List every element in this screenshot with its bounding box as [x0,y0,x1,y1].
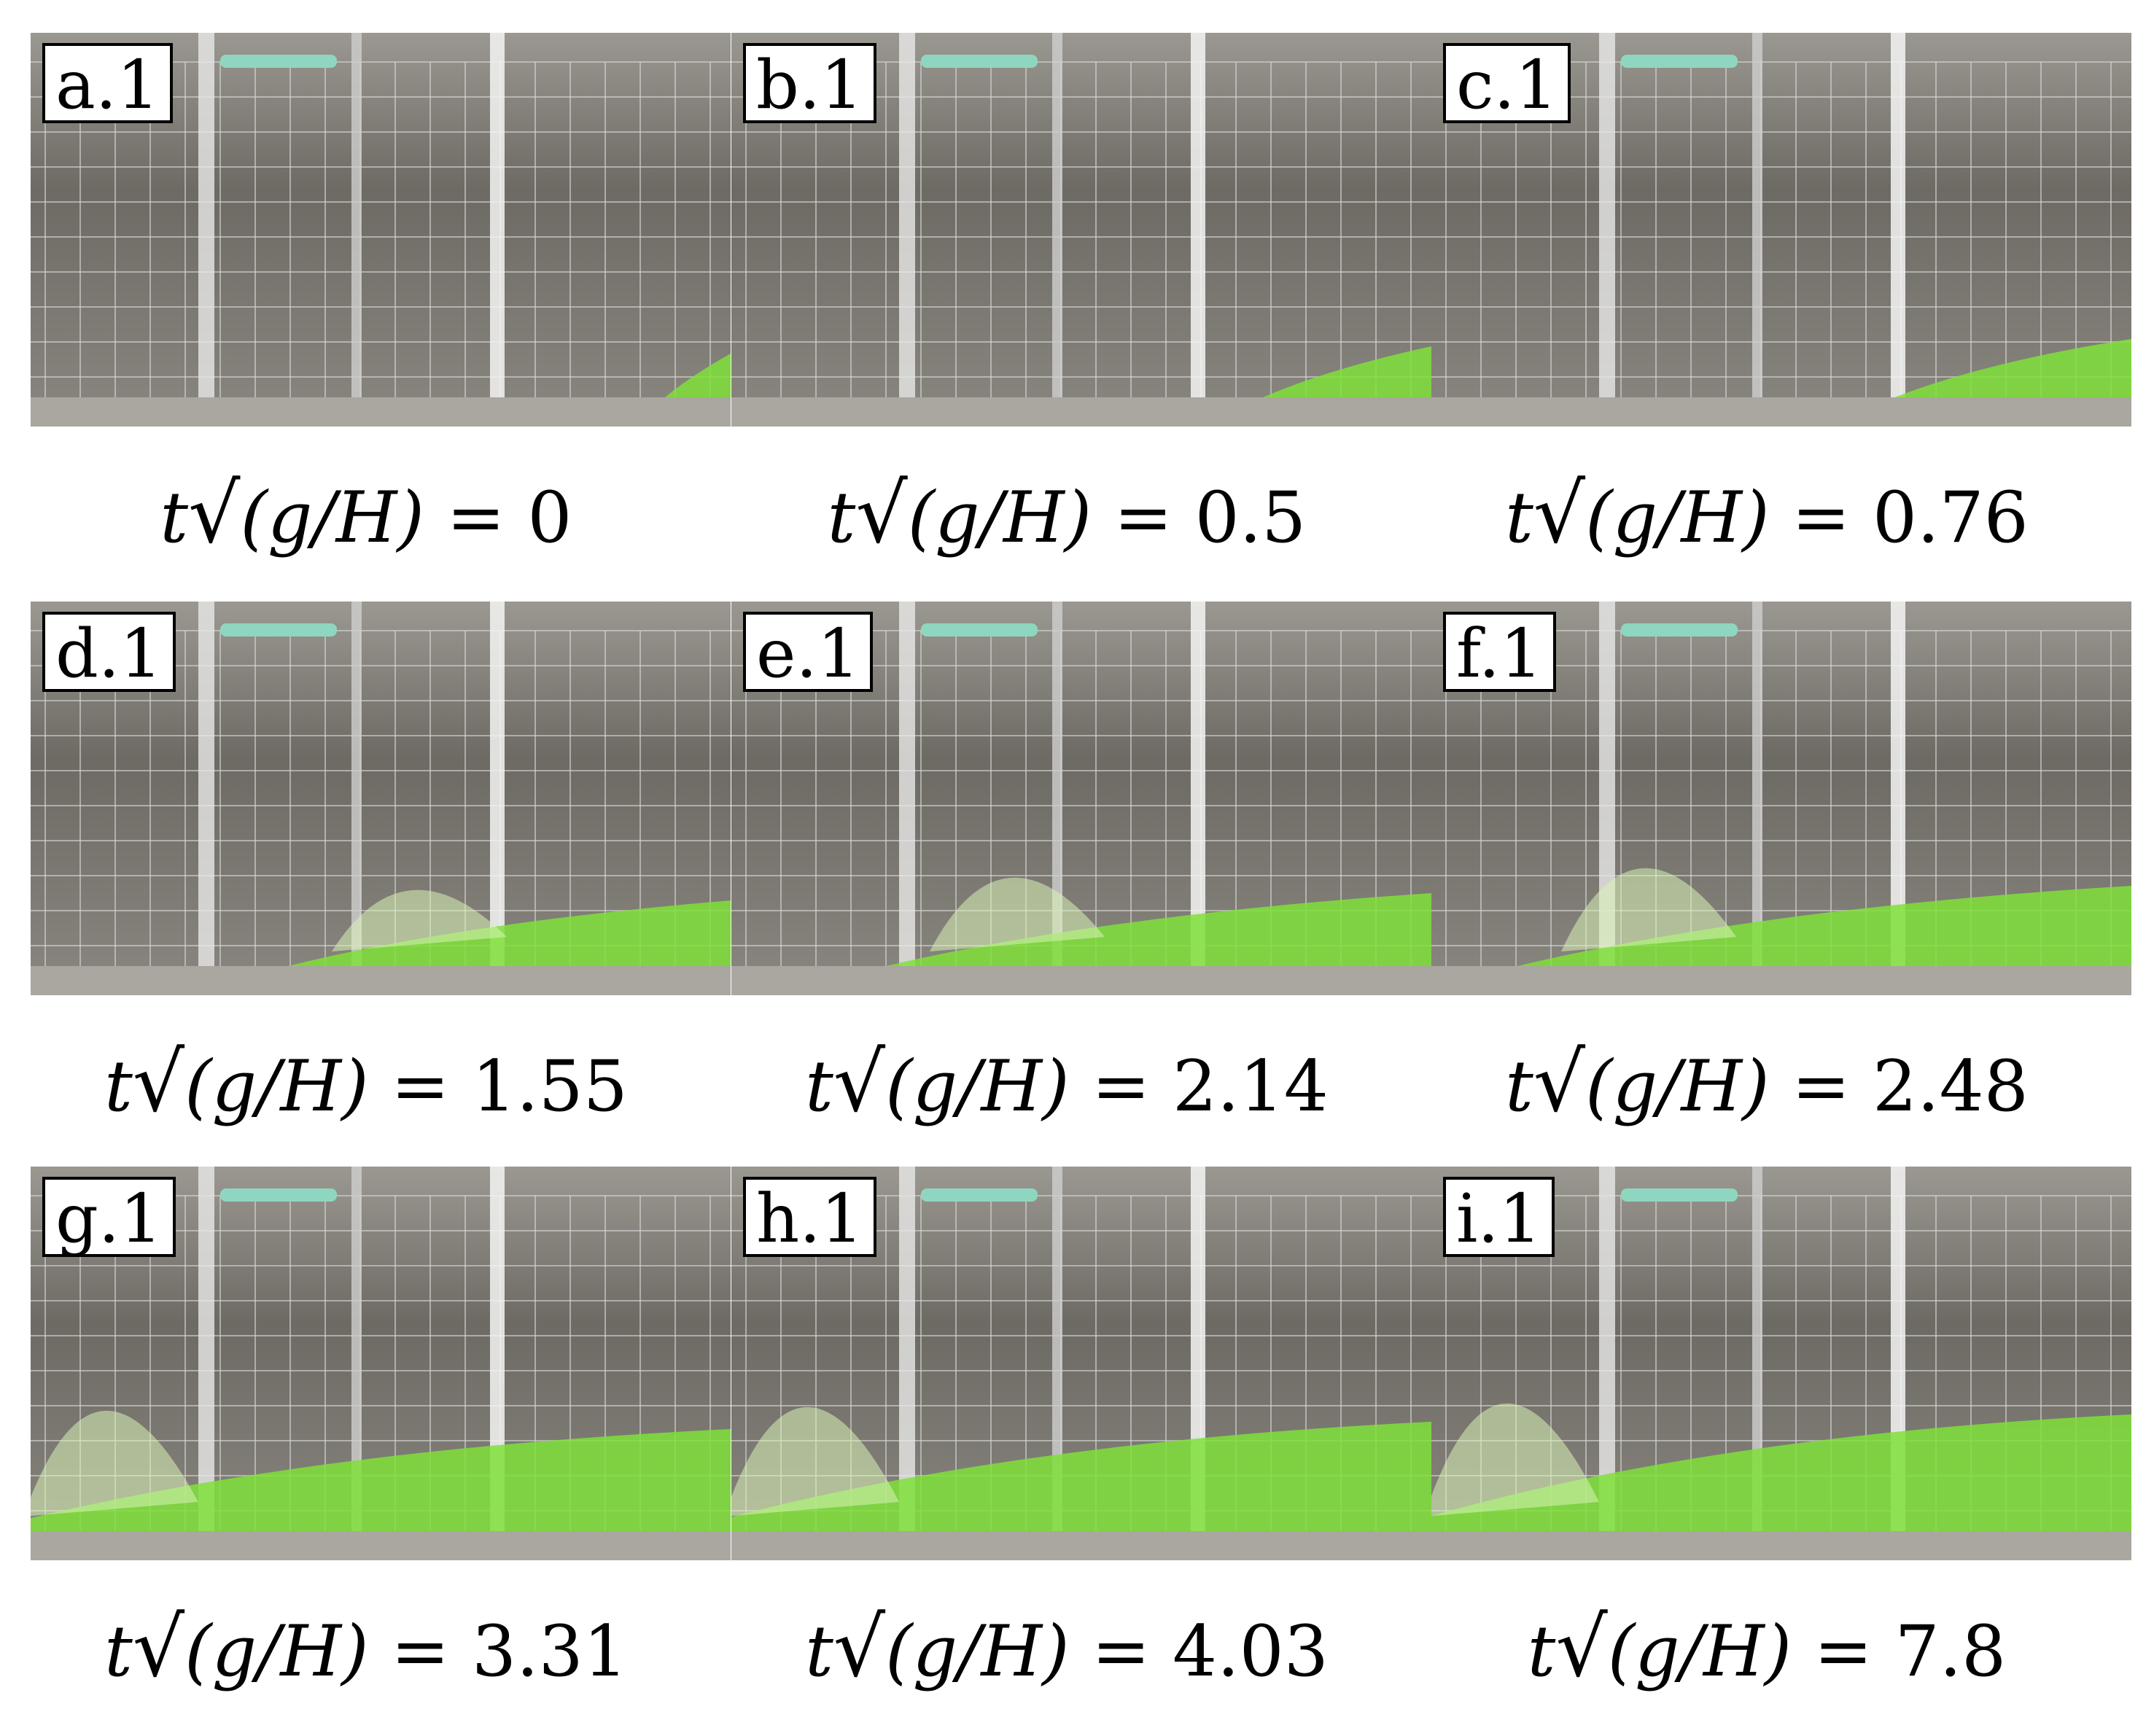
time-caption: t√(g/H) = 2.48 [1417,1035,2117,1130]
caption-expression: (g/H) [885,1046,1070,1127]
caption-equals: = [1769,1046,1873,1127]
caption-equals: = [424,477,528,558]
caption-expression: (g/H) [184,1046,369,1127]
photo-panel-g-1: g.1 [31,1167,731,1560]
photo-panel-a-1: a.1 [31,33,731,427]
caption-equals: = [1769,477,1873,558]
sqrt-symbol: √ [1533,467,1586,561]
time-value: 3.31 [472,1611,628,1692]
sqrt-symbol: √ [188,467,241,561]
time-caption: t√(g/H) = 0.5 [717,467,1417,561]
sqrt-symbol: √ [132,1035,185,1130]
sqrt-symbol: √ [833,1600,886,1695]
panel-label: a.1 [42,43,173,123]
photo-panel-c-1: c.1 [1431,33,2131,427]
time-value: 2.14 [1173,1046,1329,1127]
caption-prefix: t [1505,477,1533,558]
time-caption: t√(g/H) = 4.03 [717,1600,1417,1695]
photo-panel-d-1: d.1 [31,602,731,995]
caption-expression: (g/H) [907,477,1092,558]
time-caption: t√(g/H) = 1.55 [16,1035,716,1130]
caption-prefix: t [1527,1611,1556,1692]
time-value: 4.03 [1173,1611,1329,1692]
caption-equals: = [1092,477,1195,558]
caption-prefix: t [104,1611,133,1692]
sqrt-symbol: √ [132,1600,185,1695]
time-value: 2.48 [1873,1046,2029,1127]
panel-label: c.1 [1443,43,1571,123]
caption-equals: = [1792,1611,1895,1692]
time-caption: t√(g/H) = 0 [16,467,716,561]
caption-prefix: t [805,1611,833,1692]
time-value: 7.8 [1894,1611,2007,1692]
caption-equals: = [1069,1611,1173,1692]
caption-equals: = [368,1611,473,1692]
time-value: 0 [527,477,572,558]
photo-panel-h-1: h.1 [731,1167,1431,1560]
panel-label: f.1 [1443,612,1556,692]
time-value: 0.5 [1194,477,1307,558]
caption-expression: (g/H) [1585,477,1770,558]
photo-panel-i-1: i.1 [1431,1167,2131,1560]
panel-label: b.1 [743,43,876,123]
sqrt-symbol: √ [855,467,908,561]
time-caption: t√(g/H) = 3.31 [16,1600,716,1695]
sqrt-symbol: √ [833,1035,886,1130]
panel-label: g.1 [42,1177,176,1257]
caption-expression: (g/H) [240,477,424,558]
photo-panel-e-1: e.1 [731,602,1431,995]
time-value: 1.55 [472,1046,628,1127]
time-caption: t√(g/H) = 7.8 [1417,1600,2117,1695]
caption-prefix: t [1505,1046,1533,1127]
sqrt-symbol: √ [1533,1035,1586,1130]
time-value: 0.76 [1873,477,2029,558]
caption-expression: (g/H) [1607,1611,1792,1692]
caption-equals: = [1069,1046,1173,1127]
panel-label: e.1 [743,612,874,692]
caption-expression: (g/H) [885,1611,1070,1692]
caption-prefix: t [160,477,189,558]
caption-expression: (g/H) [1585,1046,1770,1127]
caption-prefix: t [104,1046,133,1127]
sqrt-symbol: √ [1555,1600,1608,1695]
photo-panel-b-1: b.1 [731,33,1431,427]
time-caption: t√(g/H) = 0.76 [1417,467,2117,561]
time-caption: t√(g/H) = 2.14 [717,1035,1417,1130]
caption-prefix: t [827,477,856,558]
caption-expression: (g/H) [184,1611,369,1692]
panel-label: h.1 [743,1177,877,1257]
panel-label: i.1 [1443,1177,1555,1257]
panel-label: d.1 [42,612,176,692]
caption-prefix: t [805,1046,833,1127]
photo-panel-f-1: f.1 [1431,602,2131,995]
caption-equals: = [368,1046,473,1127]
